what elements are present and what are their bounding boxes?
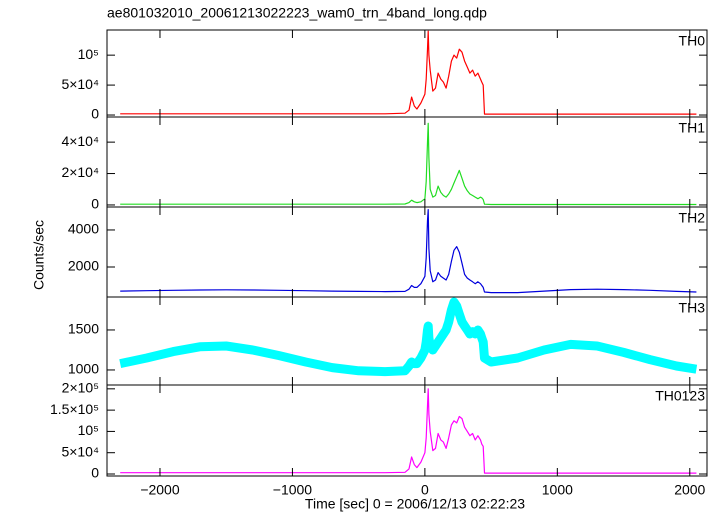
y-axis-label: Counts/sec: [31, 220, 47, 290]
panel-frame: [106, 116, 708, 208]
panel-label: TH1: [679, 120, 706, 136]
y-tick-label: 2000: [68, 258, 99, 274]
x-tick-label: −1000: [273, 482, 313, 498]
panel-label: TH0123: [655, 388, 705, 404]
y-tick-label: 4×10⁴: [61, 133, 99, 149]
y-tick-label: 2×10⁴: [61, 164, 99, 180]
light-curve: [119, 297, 698, 377]
y-tick-label: 10⁵: [78, 46, 99, 62]
y-tick-label: 1500: [68, 321, 99, 337]
panel-label: TH3: [679, 300, 706, 316]
light-curve: [120, 122, 697, 206]
y-tick-label: 4000: [68, 221, 99, 237]
y-tick-label: 0: [91, 196, 99, 212]
y-tick-label: 1000: [68, 361, 99, 377]
chart-title: ae801032010_20061213022223_wam0_trn_4ban…: [107, 5, 487, 21]
y-tick-label: 5×10⁴: [61, 76, 99, 92]
x-tick-label: 2000: [674, 482, 705, 498]
panel-label: TH2: [679, 210, 706, 226]
y-tick-label: 2×10⁵: [62, 380, 99, 396]
y-tick-label: 0: [91, 465, 99, 481]
y-tick-label: 10⁵: [78, 422, 99, 438]
x-axis-label: Time [sec] 0 = 2006/12/13 02:22:23: [305, 496, 525, 512]
light-curve: [120, 388, 697, 474]
y-tick-label: 1.5×10⁵: [50, 401, 99, 417]
panel-frame: [106, 29, 708, 118]
x-tick-label: 1000: [542, 482, 573, 498]
panel-label: TH0: [679, 33, 706, 49]
x-tick-label: 0: [421, 482, 429, 498]
light-curve: [120, 30, 697, 115]
panel-frame: [106, 206, 708, 298]
light-curve: [120, 209, 697, 294]
x-tick-label: −2000: [140, 482, 180, 498]
y-tick-label: 0: [91, 106, 99, 122]
y-tick-label: 5×10⁴: [61, 443, 99, 459]
panel-frame: [106, 384, 708, 477]
